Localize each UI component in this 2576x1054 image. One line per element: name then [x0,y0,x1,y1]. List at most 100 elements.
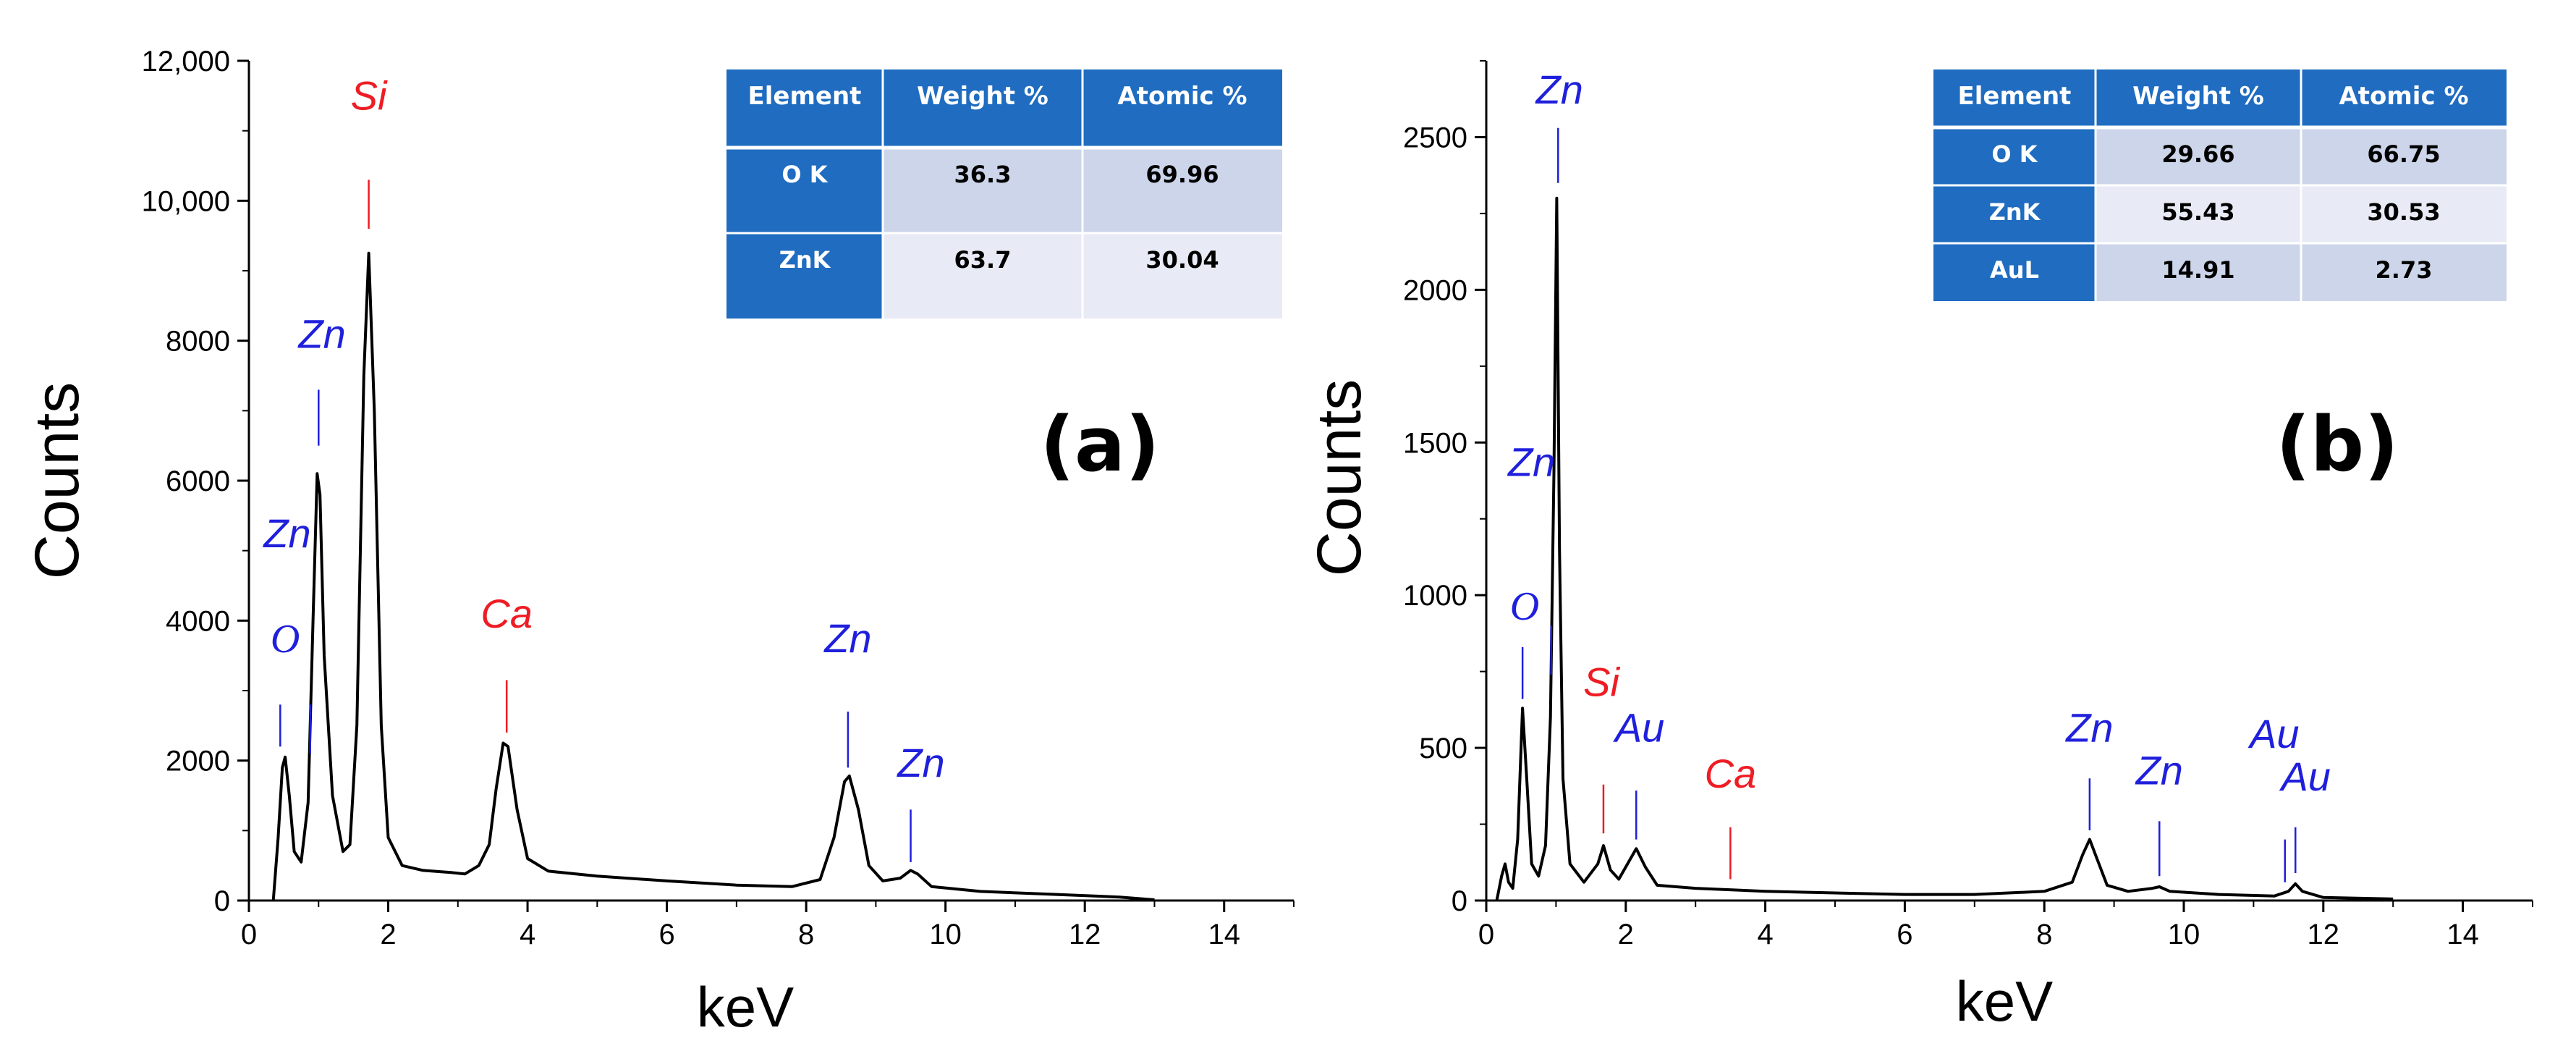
table-cell-bg [2301,127,2507,185]
y-tick-label: 12,000 [142,46,230,77]
x-tick-label: 6 [1897,919,1912,950]
x-tick-label: 2 [1618,919,1634,950]
x-tick-label: 10 [929,919,962,950]
y-tick-label: 1000 [1403,580,1467,612]
table-row-element: AuL [1990,256,2039,284]
peak-label-au: Au [1613,705,1665,751]
x-tick-label: 8 [798,919,814,950]
table-cell-bg [1933,127,2096,185]
y-axis-title: Counts [1305,379,1374,577]
table-header-cell [1933,69,2096,127]
peak-label-au: Au [2279,754,2331,799]
y-axis-title: Counts [22,382,92,580]
table-header-cell [883,69,1082,148]
peak-label-ca: Ca [1705,751,1757,796]
table-header-label: Weight % [917,82,1048,111]
table-cell-value: 29.66 [2161,140,2234,168]
table-cell-value: 66.75 [2367,140,2440,168]
x-tick-label: 14 [1208,919,1240,950]
peak-label-o: O [271,617,300,662]
x-tick-label: 2 [380,919,396,950]
panel-tag: (b) [2276,400,2399,489]
y-tick-label: 2500 [1403,122,1467,153]
spectrum-line [271,251,1155,901]
table-cell-value: 14.91 [2161,256,2234,284]
y-tick-label: 4000 [166,605,230,637]
table-cell-bg [1082,233,1282,319]
x-tick-label: 10 [2168,919,2200,950]
table-cell-bg [883,148,1082,233]
table-cell-value: 55.43 [2161,198,2234,226]
peak-label-zn: Zn [1535,67,1583,112]
y-tick-label: 6000 [166,465,230,497]
x-tick-label: 12 [2308,919,2340,950]
x-tick-label: 4 [520,919,535,950]
x-tick-label: 8 [2036,919,2052,950]
y-tick-label: 2000 [166,746,230,777]
table-cell-value: 30.53 [2367,198,2440,226]
table-cell-bg [2301,243,2507,301]
table-header-label: Weight % [2132,82,2264,111]
table-cell-value: 69.96 [1145,161,1219,188]
spectrum-line [1495,196,2394,901]
peak-label-o: O [1510,584,1539,629]
x-tick-label: 12 [1069,919,1101,950]
table-header-label: Atomic % [2339,82,2468,111]
table-row-element: O K [1991,140,2038,168]
table-header-cell [1082,69,1282,148]
peak-label-zn: Zn [896,740,944,785]
composition-table: Element Weight % Atomic % O K 36.3 69.96 ZnK 63… [726,69,1282,319]
table-row-element: ZnK [1989,198,2041,226]
x-tick-label: 14 [2446,919,2479,950]
table-cell-value: 30.04 [1145,246,1219,274]
x-axis-title: keV [697,975,794,1039]
peak-label-zn: Zn [2135,748,2183,793]
peak-label-zn: Zn [1507,439,1555,485]
composition-table: Element Weight % Atomic % O K 29.66 66.75 ZnK 5… [1933,69,2507,301]
table-header-cell [2301,69,2507,127]
x-tick-label: 6 [658,919,674,950]
peak-label-si: Si [351,73,388,119]
table-header-cell [726,69,883,148]
y-tick-label: 8000 [166,326,230,358]
panel-tag: (a) [1040,400,1159,489]
peak-label-au: Au [2247,711,2300,756]
y-tick-label: 500 [1419,733,1467,764]
table-cell-bg [883,233,1082,319]
peak-label-ca: Ca [480,591,533,636]
table-row-element: O K [781,161,828,188]
table-header-label: Atomic % [1117,82,1247,111]
table-header-cell [2096,69,2301,127]
table-header-label: Element [1958,82,2072,111]
table-cell-bg [2096,243,2301,301]
x-tick-label: 0 [1478,919,1494,950]
y-tick-label: 0 [214,885,230,917]
y-tick-label: 2000 [1403,274,1467,306]
table-cell-bg [1082,148,1282,233]
peak-label-zn: Zn [2064,705,2113,751]
y-tick-label: 1500 [1403,427,1467,459]
x-axis-title: keV [1956,969,2053,1033]
peak-label-zn: Zn [823,615,871,661]
x-tick-label: 0 [241,919,257,950]
table-cell-bg [2096,185,2301,243]
panel-a: 0 2 4 6 8 10 12 14 0 2000 4000 6000 8000 10,000 12,000… [22,46,1295,1039]
table-cell-bg [1933,185,2096,243]
peak-label-zn: Zn [262,510,310,556]
y-tick-label: 10,000 [142,185,230,217]
table-cell-bg [2096,127,2301,185]
peak-label-zn: Zn [297,311,345,356]
table-cell-bg [726,233,883,319]
table-cell-value: 63.7 [954,246,1012,274]
y-tick-label: 0 [1452,885,1467,917]
table-header-label: Element [748,82,862,111]
table-cell-bg [2301,185,2507,243]
table-row-element: ZnK [779,246,831,274]
table-cell-value: 2.73 [2376,256,2433,284]
panel-b: 0 2 4 6 8 10 12 14 0 500 1000 1500 2000 2500 keV Counts… [1305,60,2533,1033]
table-cell-bg [1933,243,2096,301]
x-tick-label: 4 [1757,919,1773,950]
table-cell-value: 36.3 [954,161,1012,188]
peak-label-si: Si [1583,659,1620,704]
